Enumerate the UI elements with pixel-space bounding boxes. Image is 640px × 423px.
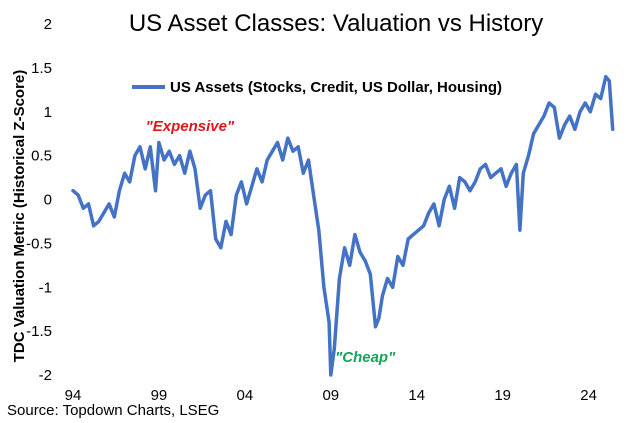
legend: US Assets (Stocks, Credit, US Dollar, Ho…: [132, 79, 502, 96]
y-tick-label: 0.5: [31, 148, 52, 165]
chart-title: US Asset Classes: Valuation vs History: [129, 10, 543, 37]
source-note: Source: Topdown Charts, LSEG: [7, 402, 219, 419]
x-tick-label: 14: [408, 387, 425, 404]
y-tick-label: 0: [44, 192, 52, 209]
series-line: [71, 74, 615, 377]
y-tick-label: -2: [39, 367, 52, 384]
y-tick-label: -1: [39, 279, 52, 296]
x-tick-label: 04: [237, 387, 254, 404]
y-tick-label: 1: [44, 104, 52, 121]
y-tick-label: 2: [44, 16, 52, 33]
x-tick-label: 19: [494, 387, 511, 404]
y-axis-label: TDC Valuation Metric (Historical Z-Score…: [11, 70, 28, 363]
x-tick-label: 94: [65, 387, 82, 404]
annotation-cheap: "Cheap": [335, 349, 396, 366]
y-tick-label: -0.5: [26, 235, 52, 252]
x-tick-label: 99: [151, 387, 168, 404]
y-tick-label: -1.5: [26, 323, 52, 340]
x-tick-label: 24: [580, 387, 597, 404]
x-tick-label: 09: [322, 387, 339, 404]
annotation-expensive: "Expensive": [146, 118, 235, 135]
y-tick-label: 1.5: [31, 60, 52, 77]
legend-label: US Assets (Stocks, Credit, US Dollar, Ho…: [170, 79, 502, 96]
